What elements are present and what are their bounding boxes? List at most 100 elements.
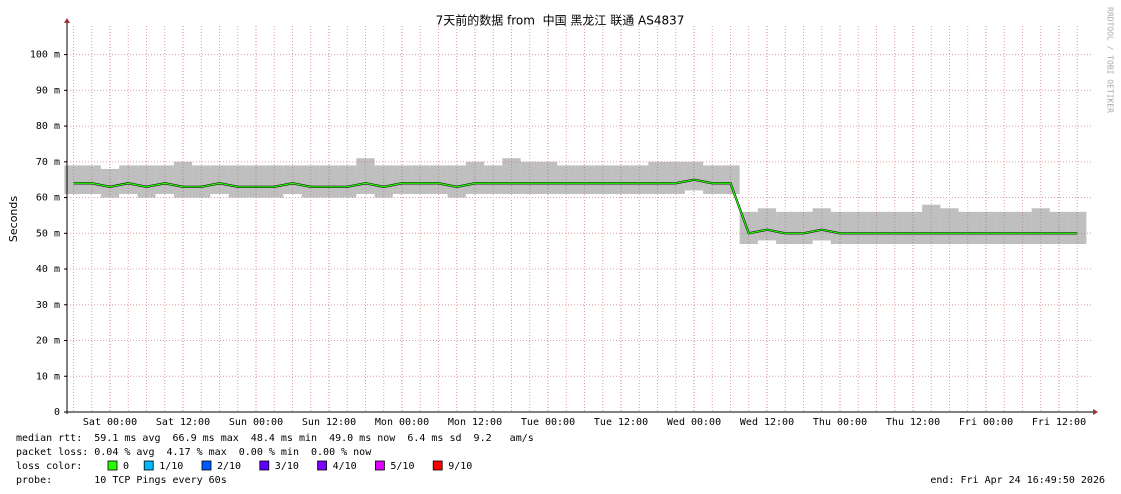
smoke [958,211,977,245]
smoke [1031,208,1050,245]
smoke [575,165,594,194]
loss-color-label: loss color: [16,461,82,472]
smoke [301,165,320,198]
median-line-color [73,179,1078,234]
y-tick-label: 20 m [36,336,60,347]
plot-area: 0 10 m 20 m 30 m 40 m 50 m 60 m 70 m 80 m 90 m 100… [30,18,1098,428]
smoke [776,211,795,245]
loss-color-label: 3/10 [275,461,299,472]
smoke [666,161,685,194]
x-tick-label: Mon 00:00 [375,417,429,428]
loss-color-swatch [143,460,154,471]
smoke [64,165,83,194]
loss-color-label: 0 [123,461,129,472]
x-tick-label: Sun 00:00 [229,417,283,428]
x-tick-label: Sun 12:00 [302,417,356,428]
y-tick-label: 10 m [36,371,60,382]
smoke [940,208,959,245]
median-rtt: median rtt: 59.1 ms avg 66.9 ms max 48.4… [16,433,534,444]
smoke [447,165,466,198]
smoke [283,165,302,194]
loss-color-swatch [432,460,443,471]
smoke [502,158,521,194]
smoke [265,165,284,198]
loss-color-label: 2/10 [217,461,241,472]
smoke [100,168,120,198]
smoke [119,165,138,194]
x-tick-label: Mon 12:00 [448,417,502,428]
smoke [338,165,357,198]
loss-color-label: 5/10 [390,461,414,472]
smoke [903,211,923,245]
smoke [1068,211,1087,245]
smoke [630,165,649,194]
loss-color-swatch [317,460,328,471]
smoke [374,165,393,198]
x-tick-label: Fri 12:00 [1032,417,1086,428]
x-tick-label: Thu 00:00 [813,417,867,428]
smoke [684,161,704,191]
smoke [392,165,412,194]
smoke [611,165,631,194]
y-tick-label: 60 m [36,193,60,204]
smoke [484,165,503,194]
smoke [721,165,740,194]
y-axis-arrow [64,18,70,23]
watermark: RRDTOOL / TOBI OETIKER [1106,7,1115,113]
smoke [648,161,667,194]
end-time: end: Fri Apr 24 16:49:50 2026 [930,475,1105,486]
smoke [429,165,448,194]
loss-color-swatch [374,460,385,471]
loss-color-label: 4/10 [333,461,357,472]
probe: probe: 10 TCP Pings every 60s [16,475,227,486]
smoke [867,211,886,245]
smoke [210,165,229,194]
smoke [411,165,430,194]
y-tick-label: 30 m [36,300,60,311]
smoke [228,165,247,198]
smoke [356,158,375,194]
smoke [155,165,174,194]
y-tick-label: 70 m [36,157,60,168]
loss-color-swatch [107,460,118,471]
smoke [794,211,813,245]
y-tick-label: 40 m [36,264,60,275]
smoke [976,211,996,245]
loss-color-label: 9/10 [448,461,472,472]
smoke [922,204,941,245]
y-tick-label: 50 m [36,228,60,239]
smoke [1013,211,1032,245]
x-tick-label: Tue 12:00 [594,417,648,428]
smoke [319,165,339,198]
smoke [246,165,266,198]
loss-color-label: 1/10 [159,461,183,472]
x-tick-label: Sat 12:00 [156,417,210,428]
smoke [812,208,831,241]
x-tick-label: Sat 00:00 [83,417,137,428]
chart-title: 7天前的数据 from 中国 黑龙江 联通 AS4837 [436,13,685,28]
x-tick-label: Wed 12:00 [740,417,794,428]
y-tick-label: 90 m [36,85,60,96]
smoke [192,165,211,198]
smoke [593,165,612,194]
loss-color-swatch [201,460,212,471]
smoke [757,208,777,241]
smoke [995,211,1014,245]
packet-loss: packet loss: 0.04 % avg 4.17 % max 0.00 … [16,447,372,458]
x-tick-label: Fri 00:00 [959,417,1013,428]
smoke [1049,211,1069,245]
y-tick-label: 100 m [30,50,60,61]
smoke [885,211,904,245]
y-tick-label: 0 [54,407,60,418]
smoke [173,161,193,198]
smoke [137,165,156,198]
x-tick-label: Wed 00:00 [667,417,721,428]
smoke [465,161,485,194]
smoke [703,165,722,194]
x-tick-label: Thu 12:00 [886,417,940,428]
y-axis-label: Seconds [7,196,20,242]
smoke [849,211,868,245]
x-axis-arrow [1093,409,1098,415]
loss-color-swatch [259,460,270,471]
